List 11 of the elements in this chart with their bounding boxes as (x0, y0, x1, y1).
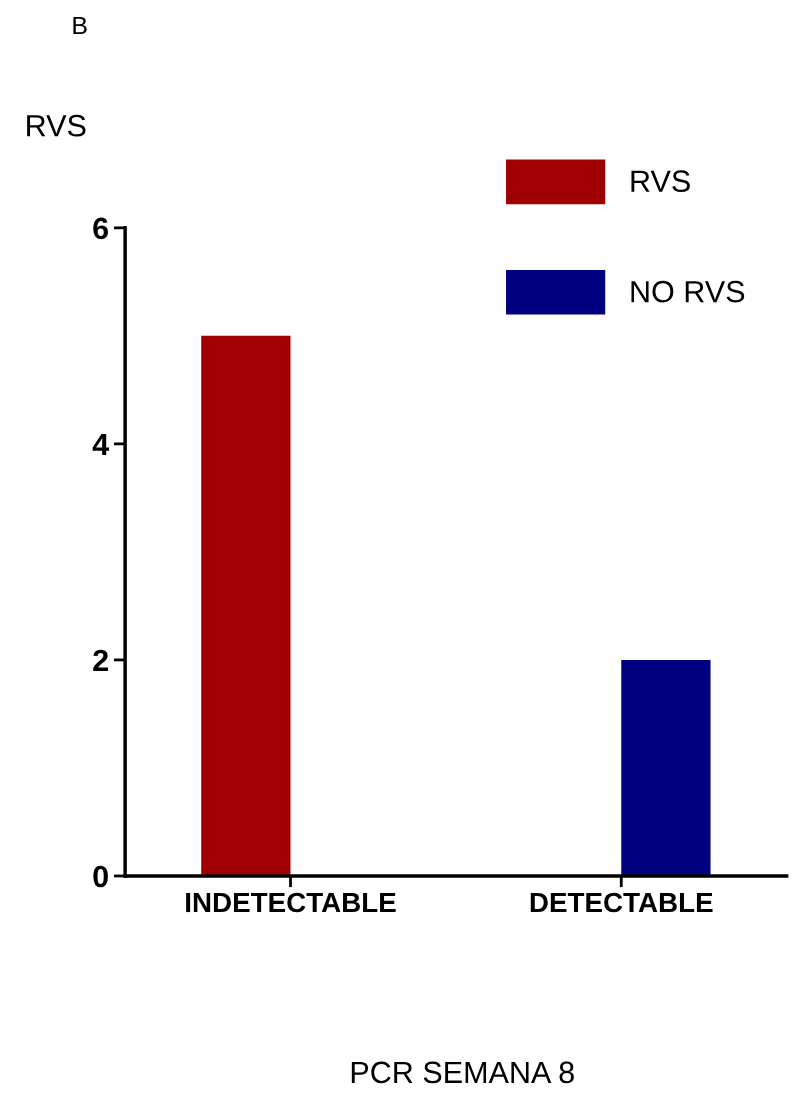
x-axis-title: PCR SEMANA 8 (351, 1061, 574, 1084)
chart-title: B (73, 16, 87, 35)
y-axis-title: RVS (27, 114, 86, 137)
legend-label: NO RVS (631, 280, 745, 303)
y-tick-label: 6 (93, 217, 109, 240)
y-tick-label: 4 (92, 433, 109, 455)
x-tick-label: DETECTABLE (530, 892, 713, 913)
x-tick-label: INDETECTABLE (186, 892, 396, 913)
legend-label: RVS (631, 170, 690, 192)
y-tick-label: 2 (93, 649, 108, 671)
y-tick-label: 0 (93, 865, 108, 888)
